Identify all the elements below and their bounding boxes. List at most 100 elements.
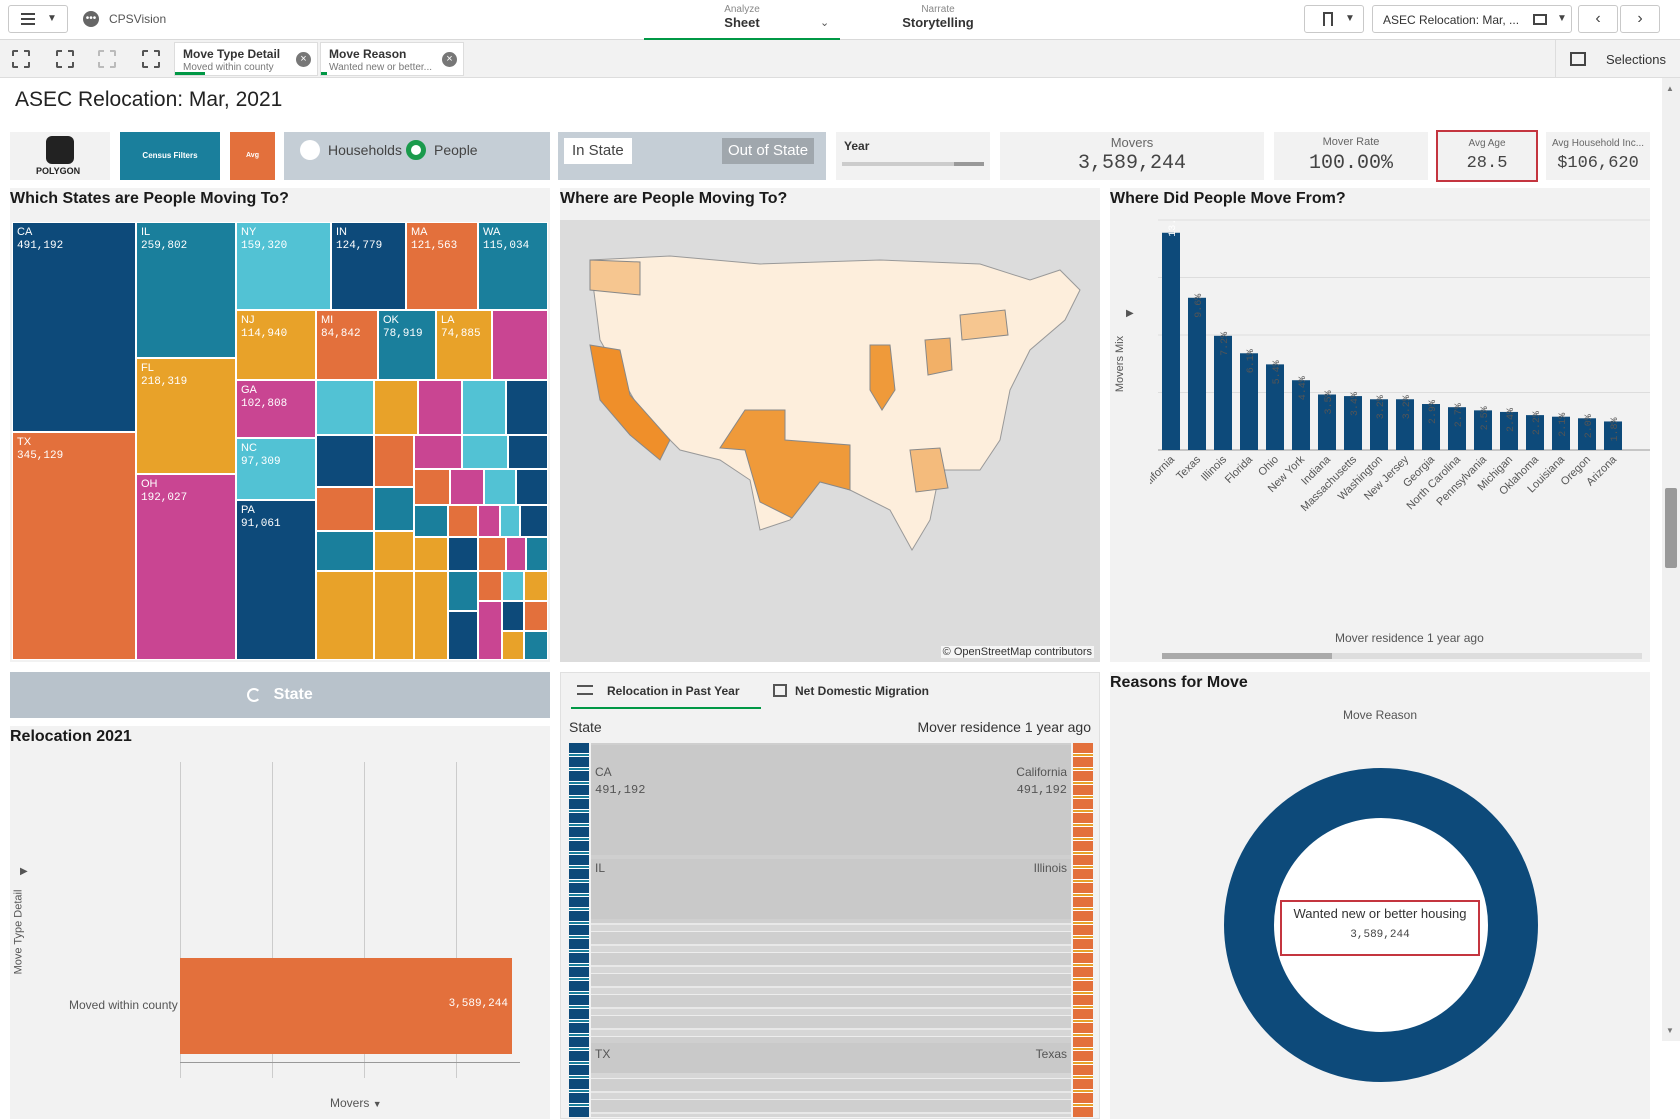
treemap-tile-ga[interactable]: GA 102,808 xyxy=(236,380,316,438)
treemap-tile[interactable] xyxy=(506,537,526,571)
treemap-tile-ca[interactable]: CA 491,192 xyxy=(12,222,136,432)
bookmark-button[interactable]: ▼ xyxy=(1304,5,1364,33)
bar-new-jersey[interactable] xyxy=(1396,399,1414,450)
treemap-tile[interactable] xyxy=(450,469,484,505)
close-icon[interactable]: × xyxy=(442,52,457,67)
step-back-icon[interactable] xyxy=(56,50,74,68)
treemap-tile[interactable] xyxy=(462,435,508,469)
tab-net-domestic-migration[interactable]: Net Domestic Migration xyxy=(769,673,959,709)
chevron-right-icon[interactable]: ▶ xyxy=(20,866,28,877)
treemap-tile[interactable] xyxy=(374,487,414,531)
treemap-tile[interactable] xyxy=(524,571,548,601)
treemap-tile[interactable] xyxy=(414,435,462,469)
treemap-tile[interactable] xyxy=(484,469,516,505)
people-radio[interactable] xyxy=(406,140,426,160)
out-of-state-button[interactable]: Out of State xyxy=(722,138,815,164)
treemap-tile[interactable] xyxy=(478,505,500,537)
treemap-tile[interactable] xyxy=(516,469,548,505)
avg-button[interactable]: Avg xyxy=(230,132,275,180)
treemap-tile-ny[interactable]: NY 159,320 xyxy=(236,222,331,310)
treemap-tile[interactable] xyxy=(448,611,478,660)
treemap-tile[interactable] xyxy=(524,631,548,660)
scroll-up-icon[interactable]: ▲ xyxy=(1666,84,1674,93)
previous-sheet-button[interactable]: ‹ xyxy=(1578,5,1618,33)
treemap-tile[interactable] xyxy=(374,380,418,435)
chevron-down-icon[interactable]: ⌄ xyxy=(820,17,830,29)
bar-louisiana[interactable] xyxy=(1552,416,1570,450)
analyze-tab[interactable]: Analyze Sheet ⌄ xyxy=(644,0,840,40)
treemap-tile-nj[interactable]: NJ 114,940 xyxy=(236,310,316,380)
bar-washington[interactable] xyxy=(1370,399,1388,450)
treemap-tile[interactable] xyxy=(502,631,524,660)
treemap-tile-mi[interactable]: MI 84,842 xyxy=(316,310,378,380)
treemap-tile-pa[interactable]: PA 91,061 xyxy=(236,500,316,660)
sankey-link-ca[interactable] xyxy=(591,745,1071,855)
close-icon[interactable]: × xyxy=(296,52,311,67)
sankey-link-tx[interactable] xyxy=(591,1043,1071,1073)
treemap-tile[interactable] xyxy=(316,571,374,660)
sheet-scrollbar[interactable]: ▲ ▼ xyxy=(1662,78,1680,1041)
bar-michigan[interactable] xyxy=(1500,411,1518,450)
treemap-tile-fl[interactable]: FL 218,319 xyxy=(136,358,236,474)
bar-massachusetts[interactable] xyxy=(1344,396,1362,450)
treemap-tile[interactable] xyxy=(414,469,450,505)
bar-north-carolina[interactable] xyxy=(1448,407,1466,450)
bar-florida[interactable] xyxy=(1240,353,1258,450)
in-state-button[interactable]: In State xyxy=(564,138,632,164)
tab-relocation-past-year[interactable]: Relocation in Past Year xyxy=(571,673,761,709)
sankey-link-il[interactable] xyxy=(591,859,1071,919)
treemap-tile[interactable] xyxy=(448,537,478,571)
scroll-thumb[interactable] xyxy=(1665,488,1677,568)
narrate-tab[interactable]: Narrate Storytelling xyxy=(860,0,1016,40)
clear-all-icon[interactable] xyxy=(142,50,160,68)
treemap-tile-in[interactable]: IN 124,779 xyxy=(331,222,406,310)
treemap-tile[interactable] xyxy=(502,571,524,601)
year-slider[interactable] xyxy=(842,162,984,166)
treemap-tile[interactable] xyxy=(526,537,548,571)
bar-georgia[interactable] xyxy=(1422,404,1440,450)
main-menu-button[interactable]: ▼ xyxy=(8,5,68,33)
census-filters-button[interactable]: Census Filters xyxy=(120,132,220,180)
treemap-tile[interactable] xyxy=(414,571,448,660)
treemap-tile[interactable] xyxy=(316,380,374,435)
treemap-tile-wa[interactable]: WA 115,034 xyxy=(478,222,548,310)
treemap-tile-nc[interactable]: NC 97,309 xyxy=(236,438,316,500)
treemap-tile-ma[interactable]: MA 121,563 xyxy=(406,222,478,310)
treemap-tile[interactable] xyxy=(500,505,520,537)
bar-oklahoma[interactable] xyxy=(1526,415,1544,450)
smart-search-icon[interactable] xyxy=(12,50,30,68)
treemap-tile[interactable] xyxy=(414,505,448,537)
treemap-tile-la[interactable]: LA 74,885 xyxy=(436,310,492,380)
bar-california[interactable] xyxy=(1162,232,1180,450)
households-radio[interactable] xyxy=(300,140,320,160)
sankey-chart[interactable]: CA 491,192 California 491,192 IL Illinoi… xyxy=(569,743,1093,1117)
treemap-tile[interactable] xyxy=(316,435,374,487)
treemap-tile-tx[interactable]: TX 345,129 xyxy=(12,432,136,660)
treemap-tile[interactable] xyxy=(316,531,374,571)
treemap-tile[interactable] xyxy=(374,531,414,571)
treemap-tile-oh[interactable]: OH 192,027 xyxy=(136,474,236,660)
state-button[interactable]: State xyxy=(10,672,550,718)
treemap-tile[interactable] xyxy=(506,380,548,435)
selections-button[interactable]: Selections xyxy=(1555,40,1680,78)
bar-illinois[interactable] xyxy=(1214,335,1232,450)
bar-ohio[interactable] xyxy=(1266,364,1284,450)
treemap-tile-il[interactable]: IL 259,802 xyxy=(136,222,236,358)
treemap-tile[interactable] xyxy=(418,380,462,435)
selection-chip-move-reason[interactable]: Move Reason Wanted new or better... × xyxy=(320,42,464,76)
relocation-xlabel[interactable]: Movers ▼ xyxy=(330,1096,382,1110)
next-sheet-button[interactable]: › xyxy=(1620,5,1660,33)
bar-oregon[interactable] xyxy=(1578,418,1596,450)
bar-arizona[interactable] xyxy=(1604,421,1622,450)
treemap-tile[interactable] xyxy=(520,505,548,537)
treemap-tile[interactable] xyxy=(508,435,548,469)
step-forward-icon[interactable] xyxy=(98,50,116,68)
chevron-right-icon[interactable]: ▶ xyxy=(1126,308,1134,319)
treemap-tile[interactable] xyxy=(414,537,448,571)
sheet-selector[interactable]: ASEC Relocation: Mar, ... ▼ xyxy=(1372,5,1572,33)
treemap-tile[interactable] xyxy=(502,601,524,631)
bar-indiana[interactable] xyxy=(1318,394,1336,451)
map-attribution[interactable]: © OpenStreetMap contributors xyxy=(940,646,1094,658)
scroll-down-icon[interactable]: ▼ xyxy=(1666,1026,1674,1035)
treemap-tile[interactable] xyxy=(478,601,502,660)
